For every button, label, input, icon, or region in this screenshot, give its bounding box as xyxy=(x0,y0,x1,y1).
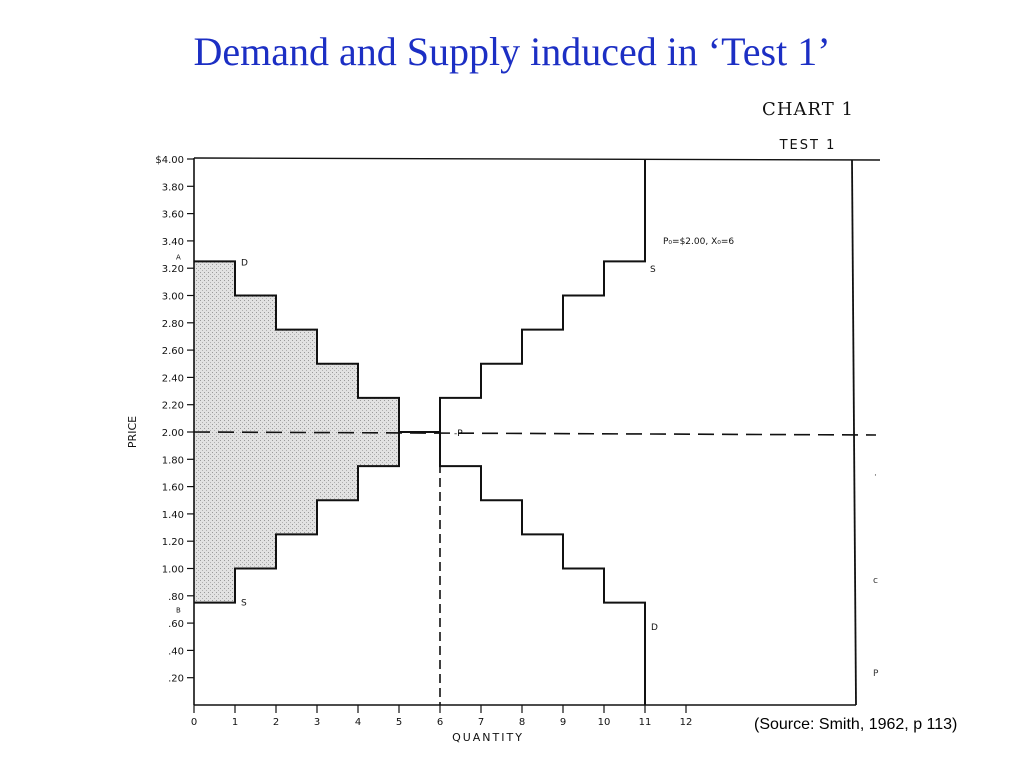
y-tick-label: .20 xyxy=(168,674,184,685)
point-label-b: B xyxy=(176,607,181,615)
slide-title: Demand and Supply induced in ‘Test 1’ xyxy=(193,29,831,74)
demand-label-bottom: D xyxy=(651,623,658,633)
annotations: D D S S -P P₀=$2.00, X₀=6 A B xyxy=(176,237,734,633)
x-tick-label: 5 xyxy=(396,717,402,728)
y-tick-label: 2.80 xyxy=(162,319,184,330)
y-tick-label: .40 xyxy=(168,646,184,657)
x-axis-label: QUANTITY xyxy=(452,731,524,744)
y-tick-label: 1.20 xyxy=(162,537,184,548)
y-tick-label: 1.40 xyxy=(162,510,184,521)
y-tick-label: .60 xyxy=(168,619,184,630)
equilibrium-annotation: P₀=$2.00, X₀=6 xyxy=(663,237,734,247)
y-tick-label: 2.40 xyxy=(162,373,184,384)
y-tick-label: 2.00 xyxy=(162,428,184,439)
y-tick-label: $4.00 xyxy=(155,155,184,166)
y-tick-label: 2.20 xyxy=(162,401,184,412)
edge-mark: c xyxy=(873,576,878,586)
x-tick-label: 0 xyxy=(191,717,197,728)
top-border-line xyxy=(193,157,881,161)
y-axis-label: PRICE xyxy=(126,416,139,448)
demand-label-top: D xyxy=(241,258,248,268)
source-citation: (Source: Smith, 1962, p 113) xyxy=(752,716,960,734)
y-axis-ticks: $4.00 3.80 3.60 3.40 3.20 3.00 2.80 2.60 2.40 2.2… xyxy=(155,155,194,685)
x-tick-label: 2 xyxy=(273,717,279,728)
edge-mark: · xyxy=(874,471,877,481)
right-edge-marks: · c P xyxy=(873,471,879,679)
y-tick-label: 1.00 xyxy=(162,565,184,576)
edge-mark: P xyxy=(873,669,879,679)
x-axis-ticks: 0 1 2 3 4 5 6 7 8 9 10 11 12 xyxy=(191,705,693,728)
equilibrium-price-line xyxy=(193,431,877,436)
y-tick-label: 3.60 xyxy=(162,210,184,221)
series-lines xyxy=(193,159,877,705)
x-tick-label: 12 xyxy=(680,717,693,728)
x-tick-label: 10 xyxy=(598,717,611,728)
x-tick-label: 11 xyxy=(639,717,652,728)
equilibrium-point-label: -P xyxy=(454,429,463,439)
supply-label-bottom: S xyxy=(241,599,247,609)
right-border-line xyxy=(851,159,857,706)
y-tick-label: 3.40 xyxy=(162,237,184,248)
chart-title: CHART 1 xyxy=(762,99,854,120)
supply-step-line xyxy=(194,159,646,604)
y-tick-label: .80 xyxy=(168,592,184,603)
y-tick-label: 3.20 xyxy=(162,264,184,275)
x-tick-label: 7 xyxy=(478,717,484,728)
x-tick-label: 6 xyxy=(437,717,443,728)
y-tick-label: 3.80 xyxy=(162,182,184,193)
y-tick-label: 3.00 xyxy=(162,292,184,303)
chart-subtitle: TEST 1 xyxy=(779,138,837,153)
point-label-a: A xyxy=(176,253,181,261)
y-tick-label: 2.60 xyxy=(162,346,184,357)
x-tick-label: 4 xyxy=(355,717,361,728)
x-tick-label: 9 xyxy=(560,717,566,728)
x-tick-label: 1 xyxy=(232,717,238,728)
y-tick-label: 1.80 xyxy=(162,455,184,466)
y-tick-label: 1.60 xyxy=(162,483,184,494)
x-tick-label: 8 xyxy=(519,717,525,728)
x-tick-label: 3 xyxy=(314,717,320,728)
supply-label-top: S xyxy=(650,265,656,275)
